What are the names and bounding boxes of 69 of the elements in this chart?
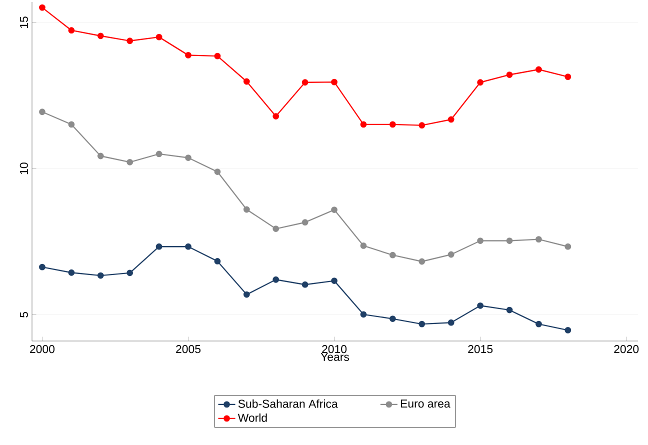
- point: [536, 236, 542, 242]
- point: [506, 238, 513, 244]
- point: [156, 150, 162, 158]
- legend-label: World: [238, 413, 267, 422]
- point: [214, 52, 221, 60]
- point: [243, 78, 250, 85]
- point: [418, 258, 426, 265]
- point: [185, 52, 192, 58]
- x-tick-label: 2000: [30, 345, 55, 354]
- legend-label: Euro area: [400, 400, 450, 408]
- x-tick-label: 2015: [468, 345, 493, 354]
- point: [331, 206, 338, 213]
- point: [418, 320, 426, 328]
- y-tick-label: 15: [20, 16, 28, 28]
- point: [97, 32, 104, 40]
- point: [477, 238, 484, 244]
- point: [214, 258, 221, 264]
- point: [272, 113, 280, 120]
- y-tick-label: 5: [20, 312, 28, 318]
- point: [389, 316, 396, 322]
- point: [302, 281, 308, 288]
- x-tick-label: 2020: [614, 345, 639, 354]
- point: [243, 291, 250, 298]
- y-tick-label: 10: [20, 162, 28, 174]
- point: [389, 252, 396, 258]
- point: [302, 79, 308, 86]
- point: [156, 34, 162, 40]
- legend-label: Sub-Saharan Africa: [238, 399, 338, 408]
- point: [564, 74, 572, 80]
- point: [185, 154, 192, 161]
- point: [39, 108, 46, 116]
- point: [97, 152, 104, 160]
- point: [360, 242, 367, 249]
- point: [418, 122, 426, 129]
- point: [272, 276, 280, 283]
- point: [506, 306, 513, 314]
- point: [331, 78, 338, 86]
- point: [272, 226, 280, 232]
- point: [536, 320, 542, 328]
- point: [448, 116, 454, 123]
- x-axis-title: Years: [320, 352, 350, 361]
- point: [360, 121, 367, 128]
- point: [39, 264, 46, 270]
- point: [536, 66, 542, 73]
- point: [448, 251, 454, 258]
- point: [360, 311, 367, 318]
- point: [477, 302, 484, 309]
- point: [39, 4, 46, 11]
- point: [68, 27, 75, 34]
- point: [97, 272, 104, 279]
- point: [185, 243, 192, 250]
- point: [68, 269, 75, 276]
- point: [302, 219, 308, 226]
- point: [68, 121, 75, 128]
- point: [331, 278, 338, 284]
- point: [126, 270, 134, 276]
- point: [243, 206, 250, 213]
- point: [564, 243, 572, 250]
- point: [214, 168, 221, 175]
- point: [477, 79, 484, 86]
- point: [389, 121, 396, 128]
- point: [448, 319, 454, 326]
- point: [564, 326, 572, 334]
- x-tick-label: 2010: [322, 345, 347, 354]
- point: [126, 38, 134, 44]
- point: [156, 243, 162, 250]
- point: [506, 72, 513, 78]
- x-tick-label: 2005: [176, 345, 201, 354]
- point: [126, 158, 134, 166]
